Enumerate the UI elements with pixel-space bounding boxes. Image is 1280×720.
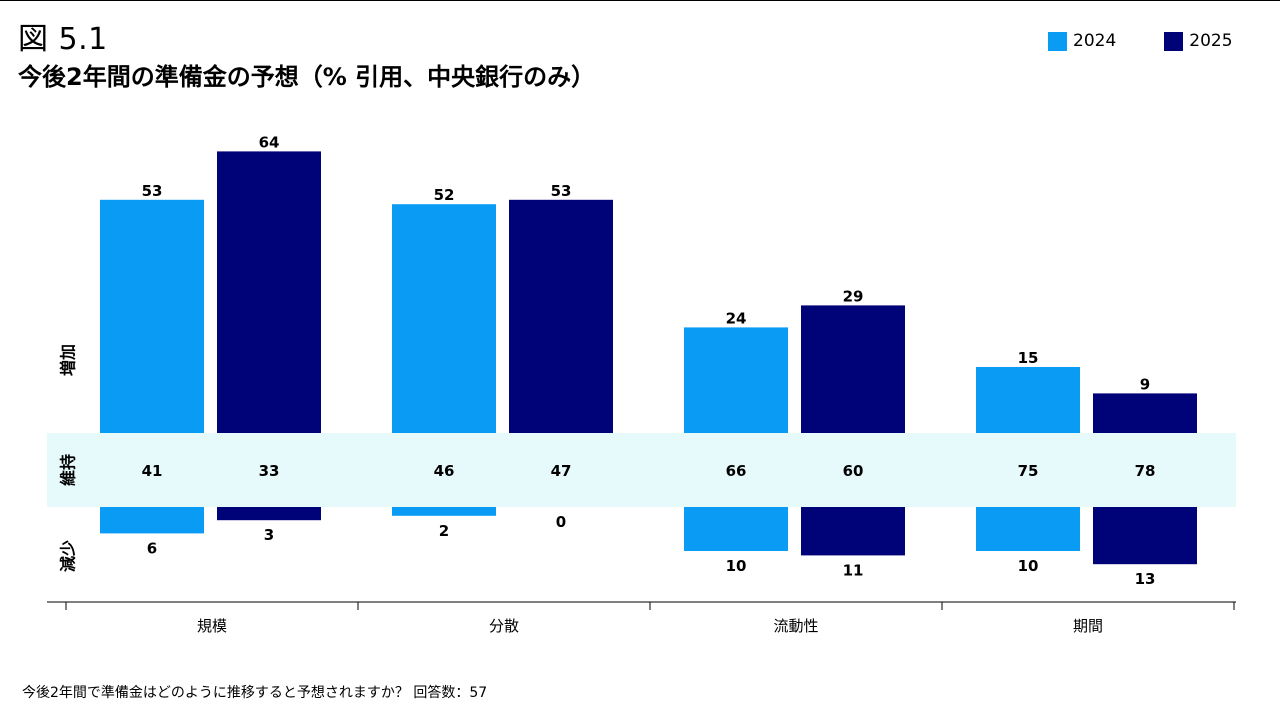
bar-decrease-2024-0 [100, 507, 204, 534]
bar-decrease-2024-2 [684, 507, 788, 551]
label-increase-2025-3: 9 [1140, 375, 1150, 393]
bar-decrease-2024-1 [392, 507, 496, 516]
label-increase-2024-3: 15 [1018, 349, 1039, 367]
bar-decrease-2025-3 [1093, 507, 1197, 565]
label-maintain-2025-1: 47 [551, 462, 572, 480]
category-label-2: 流動性 [773, 617, 818, 635]
category-label-0: 規模 [197, 617, 227, 635]
band-label-decrease: 減少 [59, 540, 78, 572]
label-increase-2024-2: 24 [726, 309, 747, 327]
bar-decrease-2025-2 [801, 507, 905, 556]
label-decrease-2025-2: 11 [843, 561, 864, 579]
label-maintain-2025-0: 33 [259, 462, 280, 480]
label-maintain-2025-3: 78 [1135, 462, 1156, 480]
label-increase-2025-1: 53 [551, 182, 572, 200]
label-maintain-2024-2: 66 [726, 462, 747, 480]
category-label-3: 期間 [1073, 617, 1103, 635]
legend-swatch-2025 [1164, 31, 1184, 51]
label-increase-2024-0: 53 [142, 182, 163, 200]
label-decrease-2024-0: 6 [147, 539, 157, 557]
bar-increase-2025-1 [509, 199, 613, 433]
bar-decrease-2025-0 [217, 507, 321, 521]
legend: 2024 2025 [1048, 31, 1233, 51]
label-decrease-2024-3: 10 [1018, 557, 1039, 575]
bar-increase-2024-2 [684, 327, 788, 433]
band-label-increase: 増加 [59, 344, 78, 376]
bar-decrease-2024-3 [976, 507, 1080, 551]
legend-item-2025: 2025 [1164, 31, 1233, 51]
bar-increase-2025-0 [217, 151, 321, 433]
band-label-maintain: 維持 [59, 454, 78, 486]
figure-label: 図 5.1 [18, 22, 108, 57]
label-increase-2025-0: 64 [259, 133, 280, 151]
label-decrease-2024-2: 10 [726, 557, 747, 575]
label-maintain-2024-0: 41 [142, 462, 163, 480]
label-maintain-2024-3: 75 [1018, 462, 1039, 480]
legend-label-2024: 2024 [1073, 31, 1117, 51]
legend-label-2025: 2025 [1189, 31, 1233, 51]
bar-increase-2025-3 [1093, 393, 1197, 433]
label-increase-2025-2: 29 [843, 287, 864, 305]
label-decrease-2025-1: 0 [556, 513, 566, 531]
bar-increase-2024-3 [976, 367, 1080, 433]
bar-increase-2024-1 [392, 204, 496, 433]
category-label-1: 分散 [489, 617, 519, 635]
legend-swatch-2024 [1048, 31, 1067, 51]
bar-increase-2024-0 [100, 199, 204, 433]
legend-item-2024: 2024 [1048, 31, 1116, 51]
footnote: 今後2年間で準備金はどのように推移すると予想されますか？ 回答数：57 [22, 685, 488, 701]
label-increase-2024-1: 52 [434, 186, 455, 204]
label-decrease-2025-0: 3 [264, 526, 274, 544]
bar-increase-2025-2 [801, 305, 905, 433]
label-maintain-2025-2: 60 [843, 462, 864, 480]
label-decrease-2025-3: 13 [1135, 570, 1156, 588]
label-maintain-2024-1: 46 [434, 462, 455, 480]
maintain-band [47, 433, 1236, 507]
chart-title: 今後2年間の準備金の予想（% 引用、中央銀行のみ） [18, 63, 596, 91]
top-rule [0, 0, 1280, 1]
label-decrease-2024-1: 2 [439, 522, 449, 540]
